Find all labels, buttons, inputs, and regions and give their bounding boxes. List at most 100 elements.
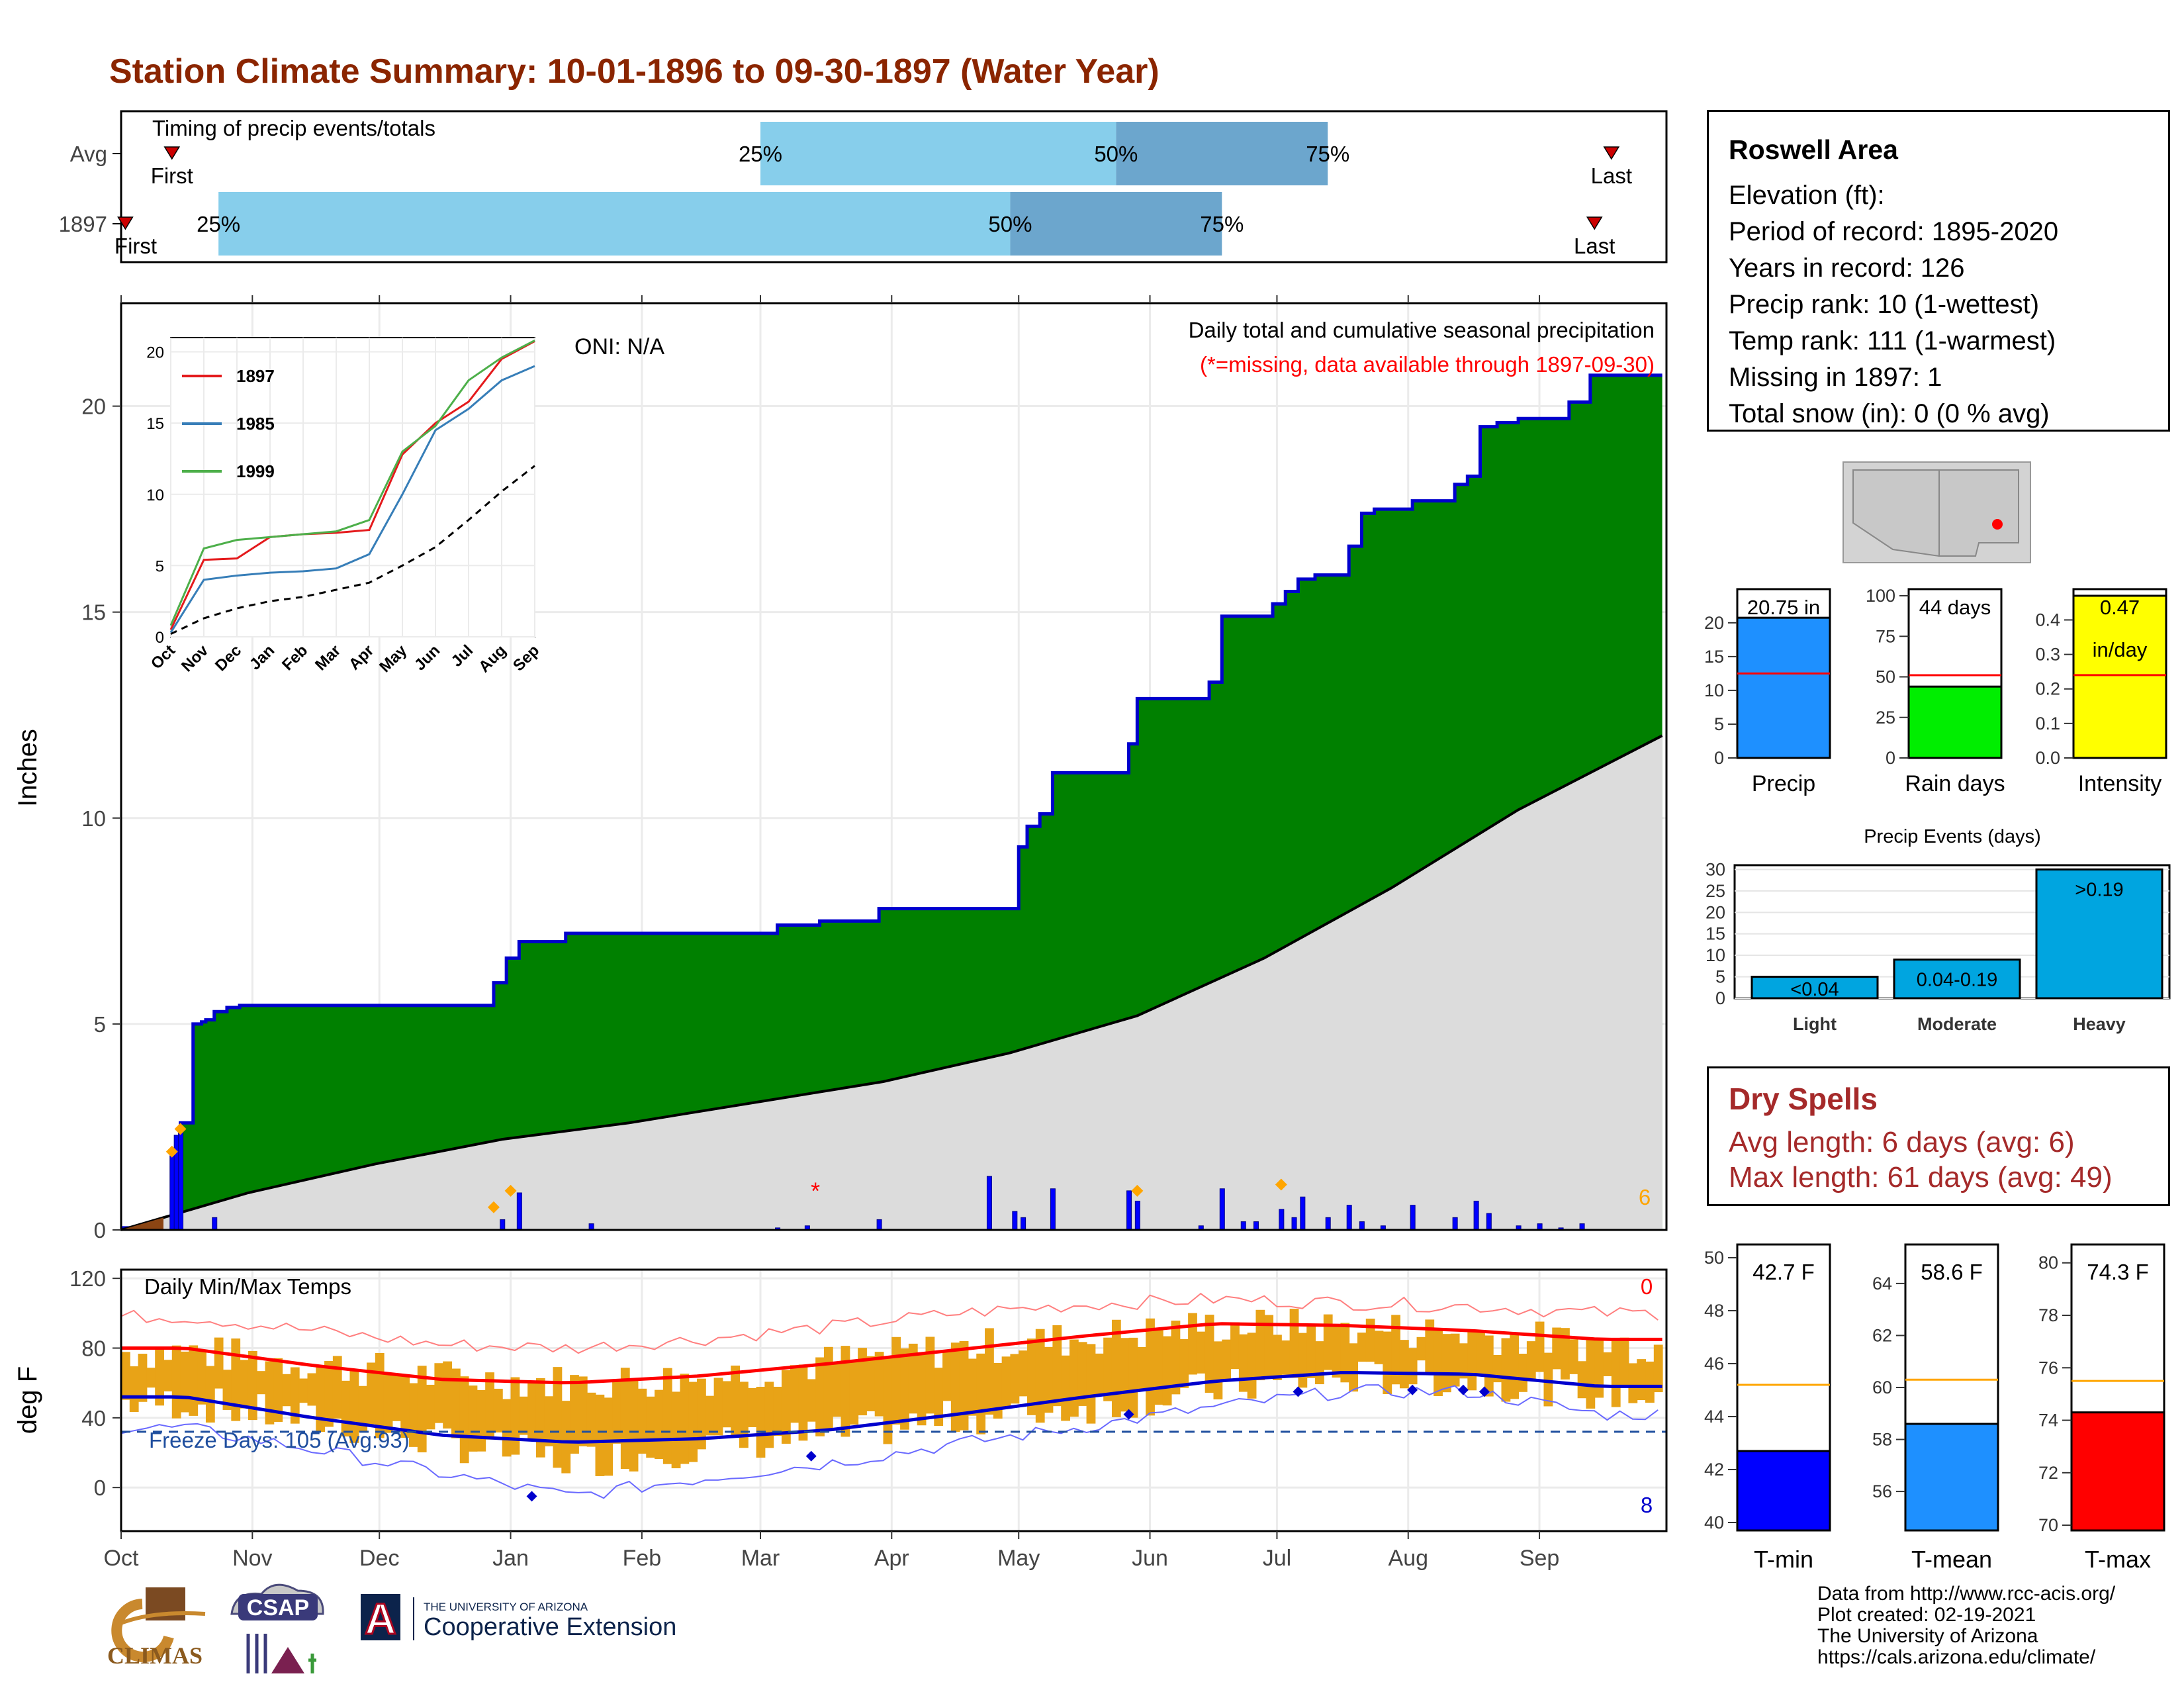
- stat-bar-label: Rain days: [1905, 771, 2005, 796]
- events-bar-label: 0.04-0.19: [1917, 970, 1998, 991]
- month-tick-label: May: [997, 1546, 1040, 1571]
- record-low-marker: [805, 1450, 817, 1462]
- daily-temp-range-bar: [950, 1342, 960, 1432]
- precip-missing-note: (*=missing, data available through 1897-…: [1200, 352, 1655, 377]
- daily-temp-range-bar: [290, 1367, 300, 1424]
- daily-temp-range-bar: [282, 1374, 291, 1407]
- precip-panel-title: Daily total and cumulative seasonal prec…: [1189, 318, 1655, 342]
- precip-y-axis: 0 5 10 15 20: [81, 395, 121, 1243]
- ua-letter-mark: A: [365, 1594, 396, 1643]
- daily-temp-range-bar: [578, 1376, 588, 1446]
- daily-temp-range-bar: [561, 1401, 571, 1474]
- daily-temp-range-bar: [731, 1365, 740, 1438]
- daily-precip-bar: [1410, 1205, 1416, 1231]
- daily-temp-range-bar: [815, 1357, 825, 1436]
- daily-temp-range-bar: [925, 1336, 935, 1414]
- record-tmin-line: [120, 1384, 1659, 1499]
- daily-precip-bar: [876, 1219, 882, 1231]
- events-tick-label: 0: [1715, 988, 1725, 1008]
- daily-temp-range-bar: [146, 1368, 156, 1388]
- daily-temp-range-bar: [874, 1352, 884, 1417]
- temp-bar-tick-label: 56: [1872, 1481, 1892, 1501]
- stat-bar-fill: [2072, 594, 2167, 759]
- daily-temp-range-bar: [383, 1374, 393, 1433]
- precip-panel: * Daily total and cumulative seasonal pr…: [13, 302, 1668, 1243]
- station-temp-rank: Temp rank: 111 (1-warmest): [1729, 326, 2056, 355]
- daily-temp-range-bar: [1603, 1352, 1612, 1376]
- events-title: Precip Events (days): [1864, 826, 2041, 847]
- daily-temp-range-bar: [1637, 1359, 1647, 1401]
- stat-bar-tick-label: 0.1: [2035, 714, 2060, 733]
- average-tmin-line: [121, 1371, 1662, 1444]
- daily-temp-range-bar: [1120, 1338, 1130, 1412]
- csap-logo: CSAP: [230, 1583, 324, 1673]
- timing-pct-label: 50%: [1094, 142, 1138, 166]
- university-of-arizona-logo: A THE UNIVERSITY OF ARIZONA Cooperative …: [361, 1593, 676, 1644]
- month-tick-label: Mar: [741, 1546, 780, 1571]
- stat-bar-value-unit: in/day: [2093, 638, 2148, 661]
- timing-marker-icon: [117, 216, 134, 230]
- month-tick-label: Nov: [232, 1546, 272, 1571]
- cumulative-precip-line: [121, 373, 1662, 1230]
- temp-y-axis-label: deg F: [13, 1366, 42, 1434]
- temp-bar-fill: [1904, 1423, 1999, 1532]
- daily-precip-bar: [178, 1126, 184, 1231]
- events-tick-label: 20: [1706, 902, 1725, 922]
- stat-bar-tick-label: 100: [1866, 586, 1895, 606]
- daily-temp-range-bar: [527, 1383, 537, 1441]
- events-tick-label: 10: [1706, 945, 1725, 965]
- events-bar: [1751, 976, 1879, 1000]
- timing-row-label: 1897: [59, 212, 107, 236]
- inset-series-line: [169, 365, 535, 633]
- daily-temp-range-bar: [637, 1388, 647, 1454]
- daily-temp-range-bar: [1289, 1309, 1299, 1378]
- precip-y-tick-label: 10: [81, 806, 106, 831]
- daily-temp-range-bar: [1103, 1337, 1113, 1401]
- daily-temp-range-bar: [1586, 1338, 1596, 1409]
- daily-temp-range-bar: [1298, 1333, 1308, 1388]
- record-low-marker: [526, 1491, 537, 1502]
- daily-temp-range-bar: [197, 1350, 206, 1405]
- daily-temp-range-bar: [171, 1345, 181, 1419]
- daily-temp-range-bar: [1425, 1319, 1435, 1375]
- daily-temp-range-bar: [1510, 1333, 1520, 1399]
- daily-temp-range-bar: [535, 1378, 545, 1458]
- timing-bar-50-75: [1116, 122, 1328, 185]
- daily-precip-bar: [1325, 1217, 1331, 1231]
- daily-precip-bar: [1300, 1196, 1306, 1231]
- daily-temp-range-bar: [1179, 1338, 1189, 1388]
- temp-bar-label: T-max: [2085, 1546, 2151, 1573]
- daily-precip-bar: [1452, 1217, 1458, 1231]
- heavy-event-marker: [165, 1145, 178, 1158]
- station-info-box: Roswell Area Elevation (ft): Period of r…: [1707, 110, 2170, 432]
- month-x-axis: Oct Nov Dec Jan Feb Mar Apr May Jun Jul Aug Sep: [104, 295, 1559, 1571]
- daily-temp-range-bar: [1459, 1343, 1469, 1379]
- daily-temp-range-bar: [222, 1370, 232, 1410]
- daily-precip-bar: [1359, 1221, 1365, 1231]
- daily-temp-range-bar: [477, 1389, 486, 1452]
- stat-bar-tick-label: 25: [1876, 708, 1895, 727]
- daily-temp-range-bar: [764, 1382, 774, 1448]
- daily-precip-bar: [1012, 1211, 1018, 1231]
- daily-temp-range-bar: [180, 1351, 190, 1413]
- locator-map: [1843, 461, 2031, 563]
- daily-temp-range-bar: [240, 1360, 249, 1409]
- daily-temp-range-bar: [502, 1399, 512, 1457]
- timing-pct-label: 25%: [739, 142, 782, 166]
- climas-wordmark: CLIMAS: [107, 1642, 203, 1669]
- temp-bar-tick-label: 50: [1704, 1248, 1724, 1268]
- daily-temp-range-bar: [1205, 1315, 1214, 1393]
- station-years: Years in record: 126: [1729, 254, 1965, 283]
- timing-rows: Avg 25% 50% 75% First Last 1897 25% 50% 75% First L…: [59, 122, 1632, 258]
- timing-panel-title: Timing of precip events/totals: [152, 116, 435, 140]
- daily-precip-bar: [1126, 1190, 1132, 1231]
- timing-marker-icon: [1603, 146, 1620, 160]
- temp-y-tick-label: 0: [94, 1476, 106, 1500]
- inset-legend-label: 1985: [236, 414, 275, 434]
- heavy-event-marker: [1131, 1184, 1144, 1197]
- temp-bar-tick-label: 74: [2038, 1411, 2058, 1430]
- daily-temp-range-bar: [1273, 1335, 1282, 1380]
- daily-temp-range-bar: [256, 1371, 266, 1395]
- daily-temp-range-bar: [434, 1363, 444, 1423]
